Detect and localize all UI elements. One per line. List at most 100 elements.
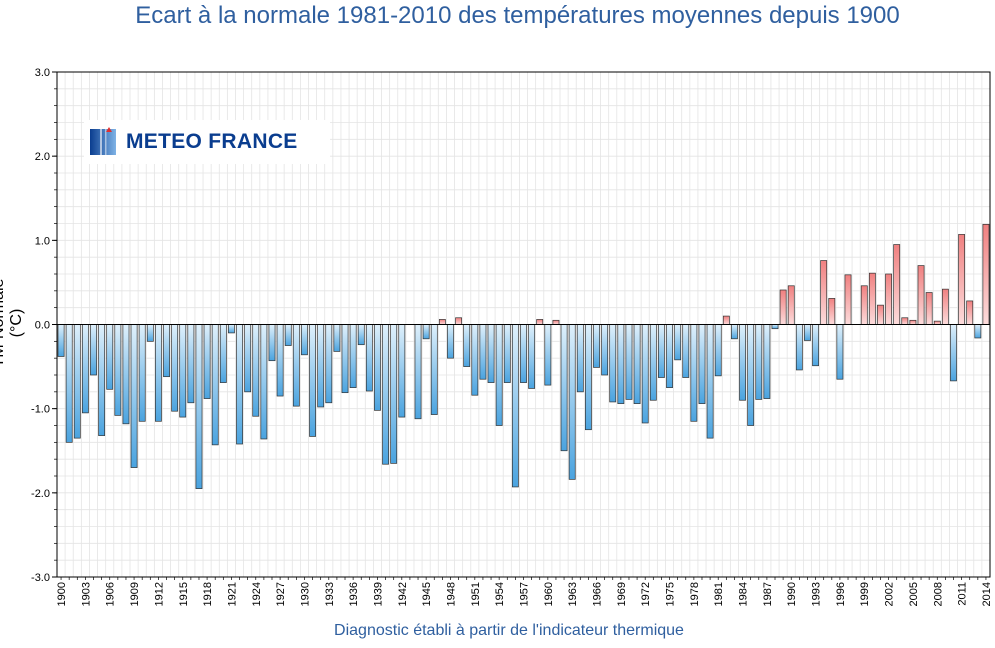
bar-1959 — [536, 319, 544, 325]
bar-1981 — [714, 324, 722, 377]
bar-1970 — [625, 324, 633, 400]
bar-1901 — [65, 324, 73, 443]
bar-1986 — [755, 324, 763, 400]
bar-2008 — [933, 320, 941, 325]
bar-2011 — [958, 234, 966, 325]
x-tick-label: 1906 — [105, 582, 117, 606]
bar-1938 — [365, 324, 373, 392]
bar-1980 — [706, 324, 714, 439]
bar-1932 — [317, 324, 325, 408]
bar-1908 — [122, 324, 130, 425]
bar-1995 — [828, 298, 836, 325]
bar-1946 — [430, 324, 438, 415]
bar-1925 — [260, 324, 268, 440]
x-tick-label: 1999 — [859, 582, 871, 606]
bar-1911 — [146, 324, 154, 342]
bar-1952 — [479, 324, 487, 380]
x-tick-label: 1960 — [543, 582, 555, 606]
bar-1948 — [447, 324, 454, 359]
y-axis-label: TM-Normale (°C) — [0, 278, 25, 368]
bar-1942 — [398, 324, 406, 418]
bar-1920 — [219, 324, 227, 383]
bar-1947 — [438, 319, 446, 325]
chart-title: Ecart à la normale 1981-2010 des tempéra… — [135, 2, 900, 29]
bar-1955 — [503, 324, 511, 383]
bar-1936 — [349, 324, 357, 388]
x-axis-label: Diagnostic établi à partir de l'indicate… — [334, 622, 684, 639]
bar-1968 — [609, 324, 617, 403]
bar-2006 — [917, 265, 925, 325]
bar-1913 — [163, 324, 170, 378]
bar-1944 — [414, 324, 422, 420]
bar-1918 — [203, 324, 211, 399]
bar-1950 — [463, 324, 471, 367]
x-tick-label: 1978 — [689, 582, 701, 606]
bar-1921 — [228, 324, 235, 334]
bar-1924 — [252, 324, 260, 417]
bar-1974 — [658, 324, 665, 378]
bar-1937 — [357, 324, 365, 346]
bar-1929 — [292, 324, 300, 407]
bar-1962 — [560, 324, 568, 452]
bar-1912 — [155, 324, 162, 422]
bar-1994 — [820, 260, 828, 325]
x-tick-label: 1909 — [129, 582, 141, 606]
x-tick-label: 1900 — [56, 582, 68, 606]
bar-1969 — [617, 324, 625, 404]
x-tick-label: 1942 — [397, 582, 409, 606]
x-tick-label: 1993 — [811, 582, 823, 606]
bar-1935 — [341, 324, 349, 394]
bar-1927 — [276, 324, 284, 397]
bar-1982 — [722, 315, 730, 325]
meteo-france-logo: METEO FRANCE — [84, 120, 330, 164]
x-tick-label: 1903 — [80, 582, 92, 606]
logo-text: METEO FRANCE — [126, 130, 298, 153]
y-tick-label: -3.0 — [31, 572, 50, 584]
x-tick-label: 1981 — [713, 582, 725, 606]
bar-1971 — [633, 324, 641, 404]
bar-1964 — [576, 324, 584, 393]
x-tick-label: 1969 — [616, 582, 628, 606]
bar-1975 — [666, 324, 673, 388]
bar-2005 — [909, 319, 917, 325]
x-tick-label: 1939 — [372, 582, 384, 606]
bar-1915 — [179, 324, 187, 418]
x-tick-label: 2011 — [957, 582, 969, 606]
bar-1933 — [325, 324, 333, 404]
bar-1963 — [568, 324, 576, 480]
bar-1923 — [244, 324, 252, 393]
bar-1990 — [787, 285, 795, 325]
bar-1992 — [804, 324, 811, 341]
bar-1979 — [698, 324, 706, 404]
logo-icon — [90, 127, 116, 155]
x-tick-label: 1948 — [445, 582, 457, 606]
bar-1993 — [812, 324, 819, 367]
bar-1902 — [73, 324, 81, 439]
x-tick-label: 1918 — [202, 582, 214, 606]
bar-1917 — [195, 324, 203, 489]
x-tick-label: 1954 — [494, 582, 506, 606]
bar-1951 — [471, 324, 479, 396]
bar-2004 — [901, 317, 909, 325]
bar-1997 — [844, 274, 852, 325]
bar-2002 — [885, 273, 892, 325]
bar-1909 — [130, 324, 138, 468]
y-tick-label: -1.0 — [31, 404, 50, 416]
bar-1910 — [138, 324, 146, 422]
bar-1989 — [779, 289, 787, 325]
x-tick-label: 2002 — [884, 582, 896, 606]
x-tick-label: 1987 — [762, 582, 774, 606]
bar-1906 — [106, 324, 114, 390]
x-tick-label: 1936 — [348, 582, 360, 606]
x-tick-label: 1912 — [153, 582, 165, 606]
x-axis: 1900 1903 1906 1909 1912 1915 1918 1921 1924 1927… — [56, 577, 993, 606]
bar-1999 — [860, 285, 868, 325]
bar-1945 — [422, 324, 430, 340]
bar-1954 — [495, 324, 503, 426]
bar-1926 — [268, 324, 276, 362]
bar-1976 — [674, 324, 682, 361]
bar-1905 — [98, 324, 106, 436]
bar-1922 — [236, 324, 243, 445]
bar-1928 — [284, 324, 292, 346]
